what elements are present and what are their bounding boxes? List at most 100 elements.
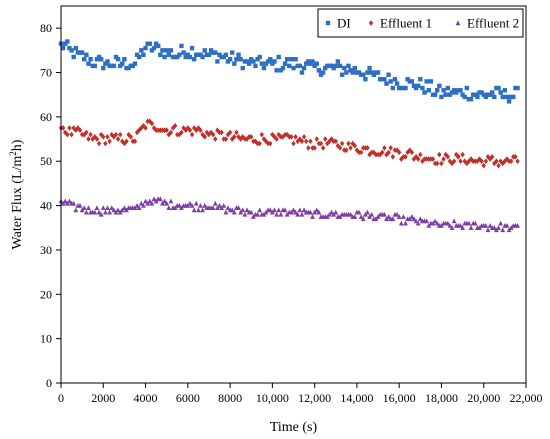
data-point-effluent-2 [398,220,404,226]
data-point-effluent-2 [314,207,320,213]
data-point-effluent-2 [500,227,506,233]
data-point-effluent-1 [454,151,459,158]
data-point-effluent-1 [329,136,334,142]
y-tick-label: 50 [40,154,52,168]
data-point-di [403,85,408,91]
data-point-effluent-2 [143,198,148,204]
data-point-di [259,61,264,66]
data-point-effluent-1 [120,138,125,145]
data-point-effluent-2 [229,207,235,213]
data-point-effluent-1 [399,156,404,162]
data-point-effluent-2 [193,200,199,206]
data-point-di [371,72,377,77]
x-tick-label: 2000 [91,391,115,405]
data-point-effluent-1 [232,134,237,140]
data-point-effluent-2 [291,207,296,213]
data-point-di [156,43,161,49]
data-point-effluent-1 [272,134,277,140]
legend-marker-effluent-2 [455,20,461,26]
data-point-effluent-1 [358,149,364,156]
data-point-effluent-1 [445,154,450,160]
data-point-effluent-2 [189,202,195,208]
data-point-effluent-1 [479,158,484,165]
data-point-effluent-2 [434,220,440,226]
plot-frame [60,5,527,384]
y-tick-label: 60 [40,110,52,124]
data-point-effluent-2 [333,209,339,215]
x-tick-label: 20,000 [467,391,500,405]
data-point-effluent-1 [409,149,415,156]
data-point-effluent-1 [344,147,349,153]
data-point-di [234,57,239,62]
data-point-di [255,57,260,62]
data-point-effluent-2 [394,211,400,217]
data-point-effluent-1 [75,125,81,131]
data-point-di [468,96,474,102]
data-point-effluent-1 [191,125,197,131]
data-point-effluent-2 [198,202,203,208]
data-point-effluent-2 [278,211,284,217]
data-point-di [92,63,98,69]
data-point-di [498,90,503,95]
data-point-effluent-1 [98,131,104,138]
data-point-di [179,43,184,49]
data-point-effluent-2 [105,205,110,211]
data-point-effluent-2 [200,207,206,213]
data-point-effluent-2 [360,216,366,222]
data-point-effluent-1 [352,142,357,149]
data-point-effluent-1 [396,149,402,156]
data-point-effluent-1 [413,154,419,160]
data-point-effluent-2 [369,211,375,217]
data-point-di [293,57,298,62]
data-point-effluent-1 [291,140,296,147]
data-point-effluent-2 [231,209,237,215]
data-point-di [177,52,182,57]
data-point-effluent-1 [435,160,440,167]
data-point-effluent-1 [303,138,309,145]
data-point-di [422,90,427,95]
data-point-effluent-1 [295,138,300,145]
data-point-di [439,94,444,100]
data-point-di [318,72,324,77]
data-point-di [232,61,237,66]
data-point-di [278,68,284,73]
legend-frame [317,8,524,38]
data-point-effluent-1 [151,125,157,131]
data-point-di [458,88,463,93]
data-point-di [187,54,193,60]
data-point-effluent-1 [94,136,100,142]
data-point-effluent-1 [164,127,169,133]
data-point-di [481,92,486,97]
data-point-effluent-1 [458,158,463,165]
data-point-di [282,61,288,66]
data-point-effluent-1 [88,131,93,138]
data-point-di [181,50,186,55]
y-tick-label: 20 [40,287,52,301]
data-point-di [435,88,440,93]
data-point-di [449,90,455,95]
data-point-di [238,57,243,62]
data-point-di [424,79,429,84]
data-point-di [308,61,313,66]
x-tick-label: 8000 [218,391,242,405]
data-point-effluent-2 [396,214,402,219]
data-point-effluent-2 [491,225,497,230]
data-point-effluent-2 [460,225,465,230]
data-point-effluent-2 [83,209,89,215]
data-point-effluent-1 [117,131,123,138]
data-point-di [426,88,431,93]
data-point-di [86,61,91,66]
data-point-effluent-2 [187,200,193,206]
data-point-di [120,61,125,66]
data-point-di [71,54,76,60]
data-point-effluent-1 [494,158,499,165]
data-point-effluent-2 [109,205,115,211]
data-point-effluent-1 [257,140,262,147]
data-point-di [473,92,478,97]
data-point-di [483,94,489,100]
data-point-di [202,48,207,53]
data-point-effluent-2 [316,209,322,215]
data-point-di [240,65,245,71]
data-point-effluent-1 [320,145,326,151]
